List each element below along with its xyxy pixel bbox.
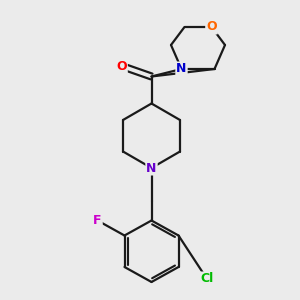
Text: O: O (206, 20, 217, 34)
Text: Cl: Cl (200, 272, 214, 286)
Text: F: F (93, 214, 102, 227)
Text: N: N (176, 62, 187, 76)
Text: N: N (146, 161, 157, 175)
Text: O: O (116, 59, 127, 73)
